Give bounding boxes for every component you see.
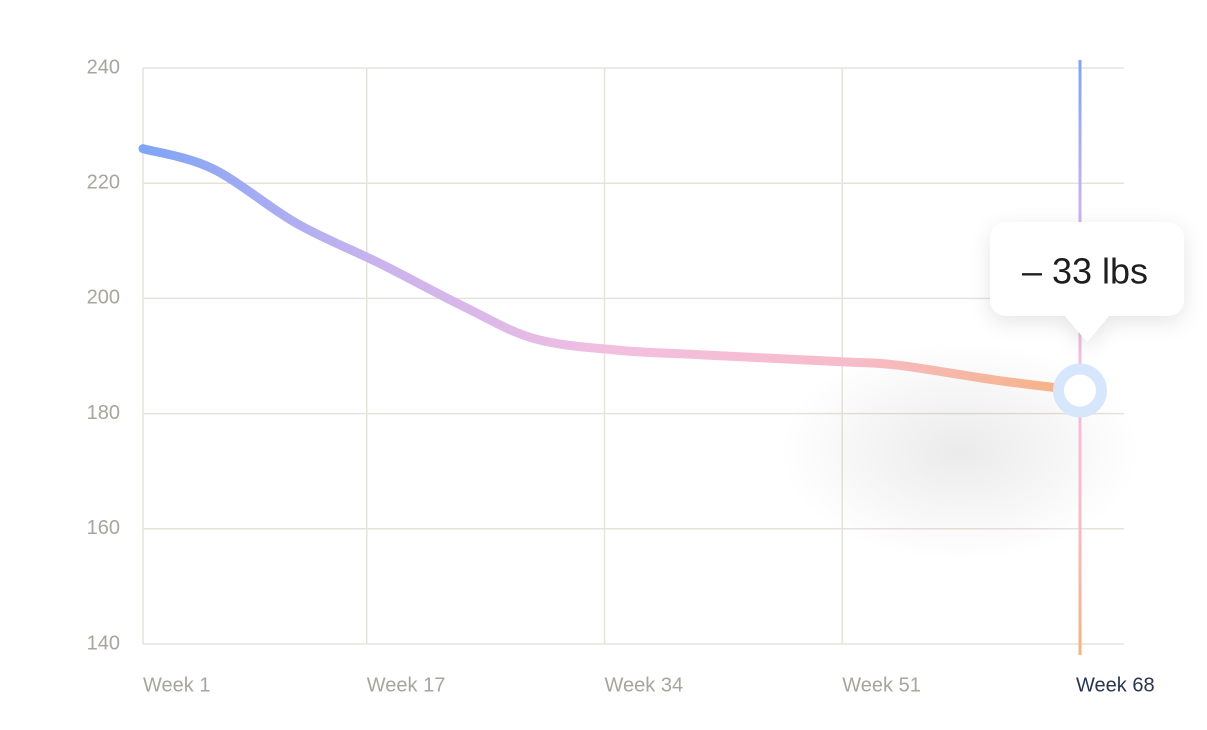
annotation: – 33 lbs <box>1022 251 1148 292</box>
x-tick-label: Week 1 <box>143 674 210 696</box>
y-tick-label: 220 <box>87 171 120 193</box>
series-line <box>138 144 1085 396</box>
x-tick-label: Week 68 <box>1076 674 1155 696</box>
y-tick-label: 240 <box>87 56 120 78</box>
y-tick-label: 180 <box>87 402 120 424</box>
y-tick-label: 200 <box>87 287 120 309</box>
y-tick-label: 140 <box>87 632 120 654</box>
x-tick-label: Week 34 <box>605 674 684 696</box>
glow <box>780 340 1140 561</box>
tooltip: – 33 lbs <box>990 222 1184 342</box>
y-tick-label: 160 <box>87 517 120 539</box>
x-tick-label: Week 51 <box>842 674 921 696</box>
plot <box>138 60 1140 655</box>
tooltip-box <box>990 222 1184 342</box>
x-tick-label: Week 17 <box>367 674 446 696</box>
point-marker-center <box>1064 374 1096 407</box>
